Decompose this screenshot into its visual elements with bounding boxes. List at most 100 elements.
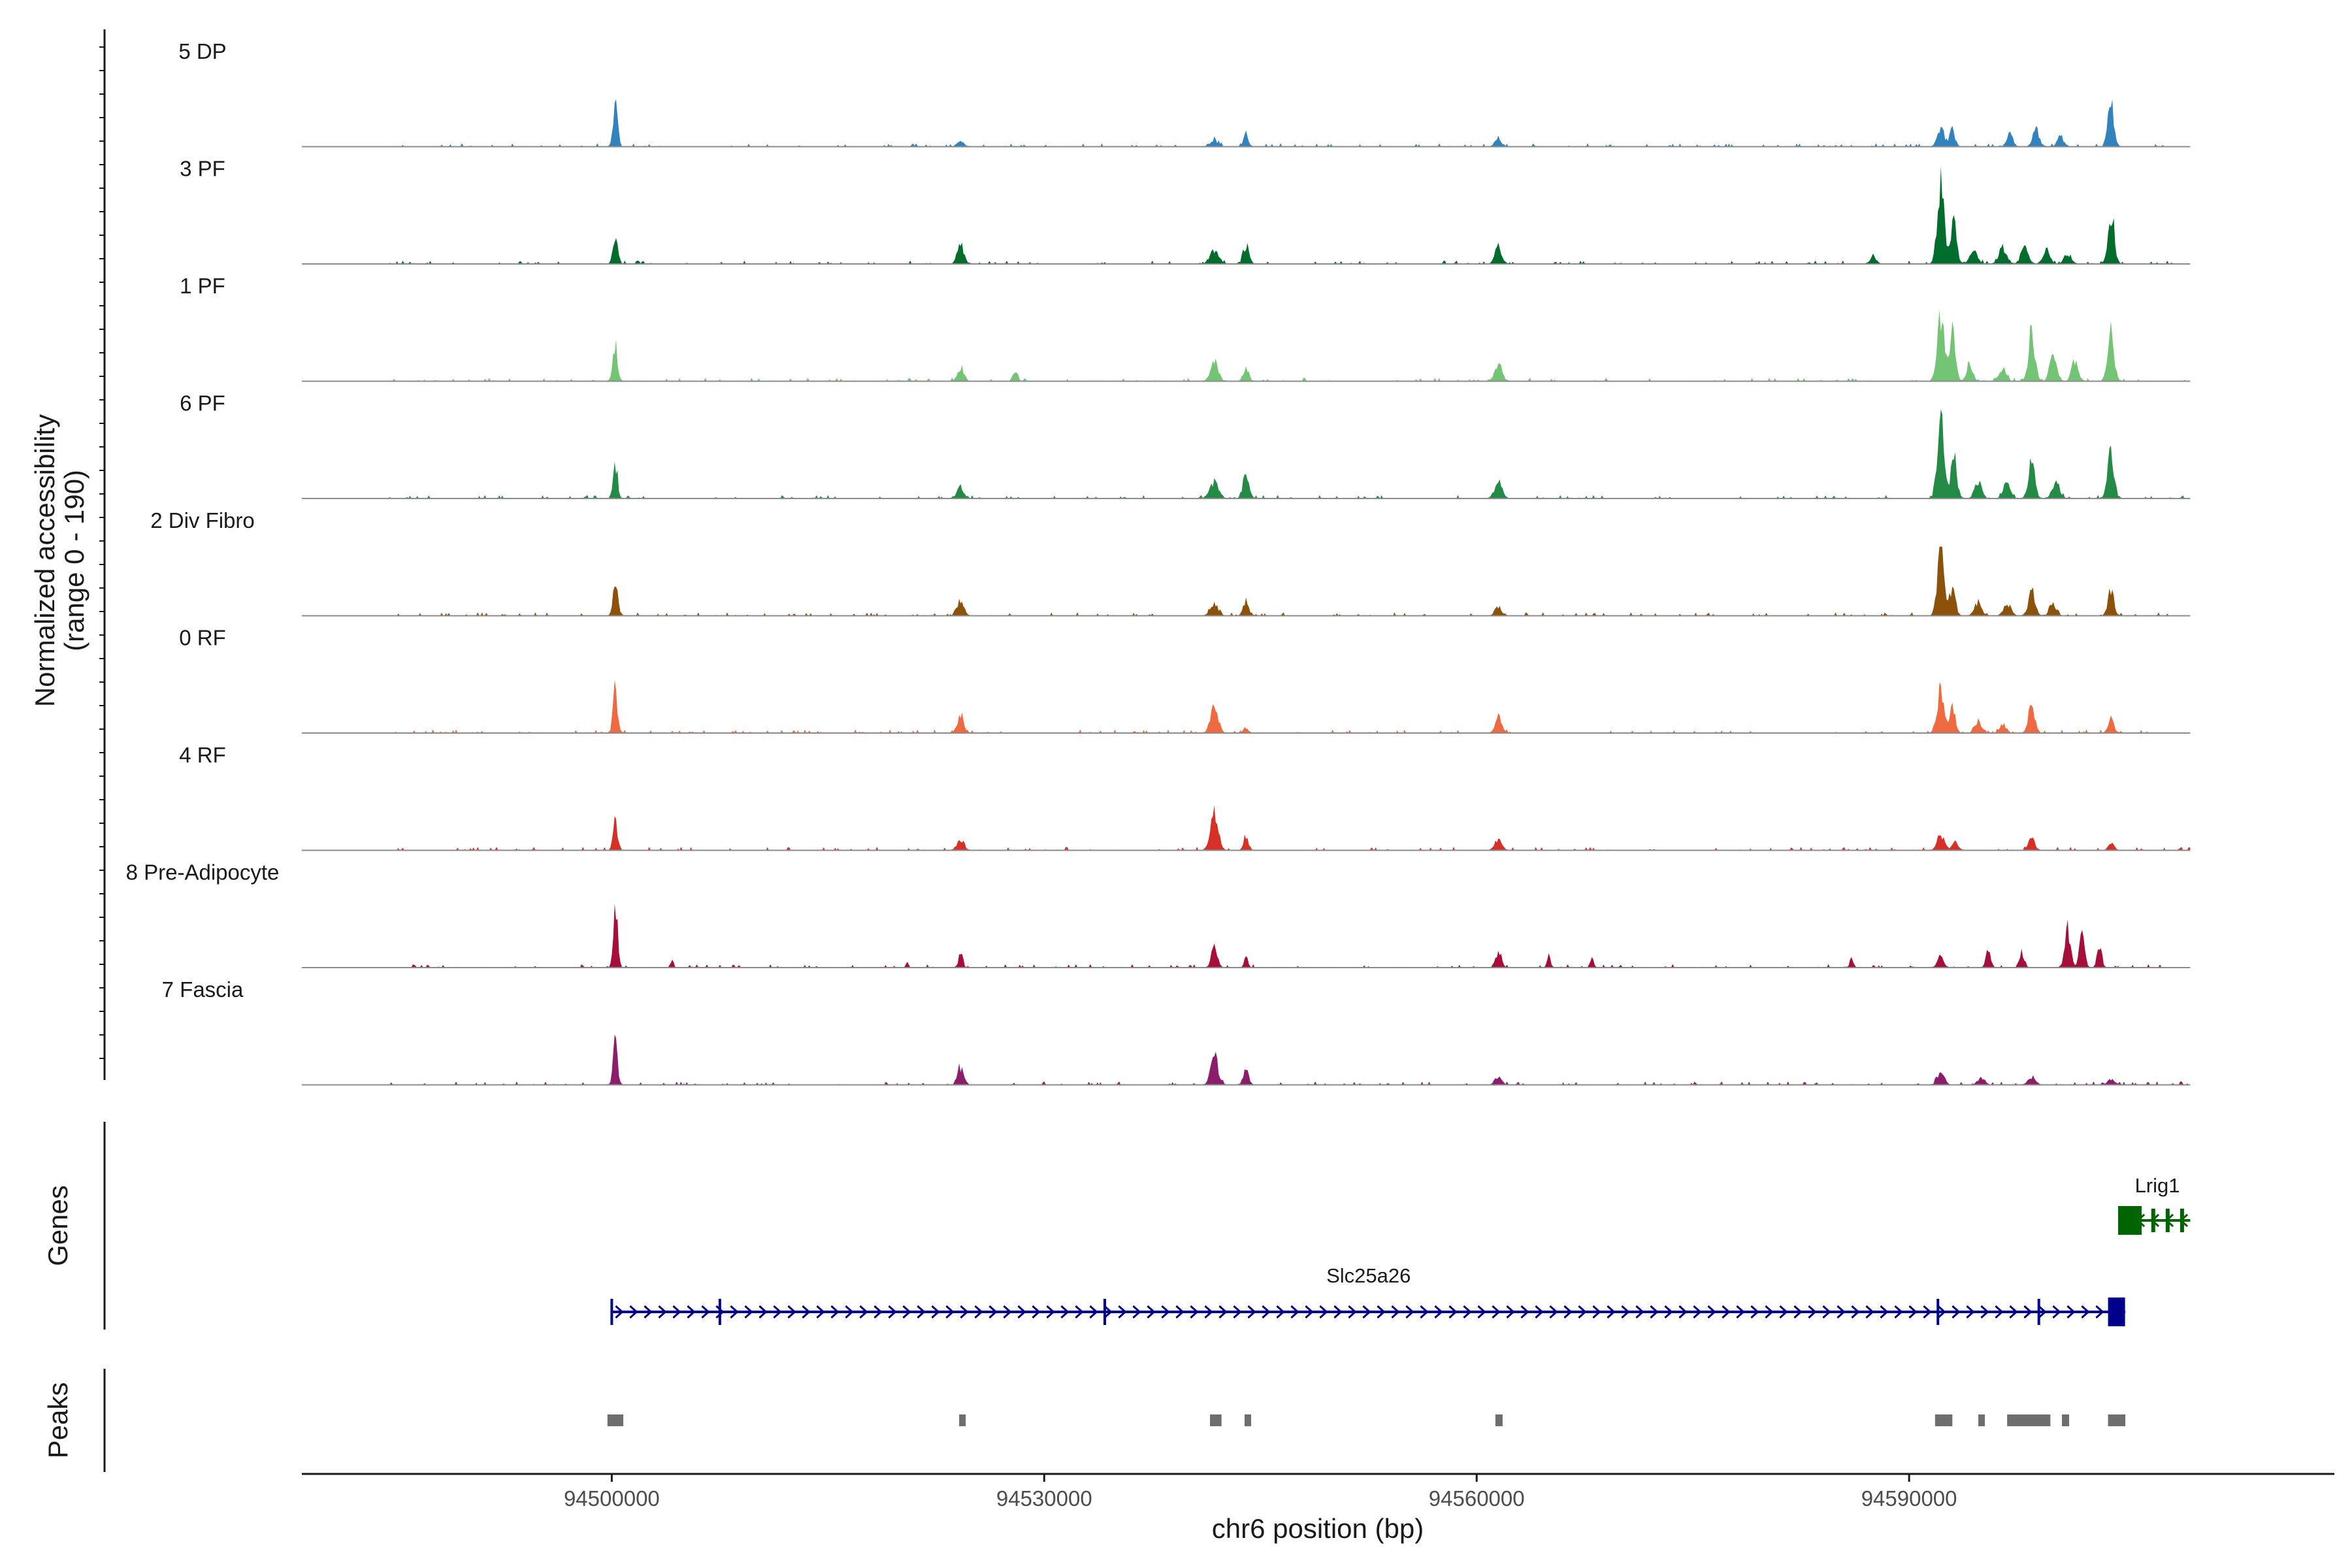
track-label: 5 DP — [178, 39, 226, 63]
track-signal-area — [388, 1034, 2191, 1085]
gene-lrig1: Lrig1 — [2118, 1174, 2191, 1235]
strand-arrow — [1233, 1305, 1242, 1319]
strand-arrow — [687, 1305, 696, 1319]
track-5-dp: 5 DP — [178, 39, 2191, 148]
strand-arrow — [1923, 1305, 1932, 1319]
strand-arrow — [730, 1305, 739, 1319]
strand-arrow — [1506, 1305, 1515, 1319]
exon — [2151, 1209, 2155, 1232]
track-6-pf: 6 PF — [180, 391, 2191, 499]
strand-arrow — [1333, 1305, 1343, 1319]
strand-arrow — [1420, 1305, 1429, 1319]
strand-arrow — [888, 1305, 897, 1319]
strand-arrow — [1046, 1305, 1055, 1319]
strand-arrow — [1348, 1305, 1357, 1319]
strand-arrow — [1894, 1305, 1903, 1319]
strand-arrow — [773, 1305, 782, 1319]
strand-arrow — [615, 1305, 624, 1319]
gene-annotations: Lrig1 Slc25a26 — [610, 1174, 2191, 1326]
strand-arrow — [672, 1305, 681, 1319]
y-axis-title-line2: (range 0 - 190) — [59, 470, 90, 651]
strand-arrow — [1765, 1305, 1774, 1319]
strand-arrow — [1880, 1305, 1889, 1319]
strand-arrow — [1147, 1305, 1156, 1319]
strand-arrow — [1319, 1305, 1328, 1319]
strand-arrow — [1650, 1305, 1659, 1319]
track-signal-area — [388, 166, 2191, 264]
strand-arrow — [1793, 1305, 1803, 1319]
x-axis-title: chr6 position (bp) — [1212, 1513, 1424, 1544]
track-signal-area — [388, 805, 2191, 851]
track-label: 7 Fascia — [162, 977, 244, 1002]
track-signal-area — [388, 679, 2191, 733]
track-signal-area — [388, 409, 2191, 498]
strand-arrow — [1362, 1305, 1371, 1319]
strand-arrow — [1635, 1305, 1644, 1319]
strand-arrow — [2095, 1305, 2104, 1319]
strand-arrow — [1678, 1305, 1688, 1319]
strand-arrow — [816, 1305, 825, 1319]
gene-label: Slc25a26 — [1326, 1264, 1411, 1287]
strand-arrow — [1736, 1305, 1745, 1319]
strand-arrow — [931, 1305, 940, 1319]
track-label: 3 PF — [180, 157, 225, 181]
gene-label: Lrig1 — [2135, 1174, 2180, 1197]
track-2-div-fibro: 2 Div Fibro — [150, 508, 2191, 617]
strand-arrow — [1247, 1305, 1256, 1319]
strand-arrow — [1563, 1305, 1573, 1319]
strand-arrow — [874, 1305, 883, 1319]
exon — [2108, 1298, 2125, 1326]
strand-arrow — [830, 1305, 840, 1319]
peak-region — [1935, 1414, 1953, 1426]
track-label: 2 Div Fibro — [150, 508, 255, 532]
coverage-y-ticks — [99, 46, 105, 1059]
strand-arrow — [1377, 1305, 1386, 1319]
strand-arrow — [1190, 1305, 1199, 1319]
peaks-panel-title: Peaks — [42, 1382, 73, 1459]
track-signal-area — [388, 904, 2191, 968]
gene-slc25a26: Slc25a26 — [610, 1264, 2126, 1326]
x-tick-label: 94530000 — [996, 1486, 1092, 1511]
strand-arrow — [1621, 1305, 1630, 1319]
strand-arrow — [1032, 1305, 1041, 1319]
strand-arrow — [1492, 1305, 1501, 1319]
exon — [718, 1299, 721, 1325]
track-label: 8 Pre-Adipocyte — [126, 860, 280, 885]
peak-region — [2108, 1414, 2126, 1426]
strand-arrow — [2009, 1305, 2018, 1319]
strand-arrow — [1707, 1305, 1716, 1319]
peak-regions — [607, 1414, 2126, 1426]
strand-arrow — [2038, 1305, 2047, 1319]
peak-region — [2007, 1414, 2051, 1426]
track-4-rf: 4 RF — [179, 743, 2191, 851]
strand-arrow — [974, 1305, 983, 1319]
strand-arrow — [701, 1305, 710, 1319]
track-label: 6 PF — [180, 391, 225, 416]
strand-arrow — [715, 1305, 725, 1319]
exon — [2180, 1209, 2184, 1232]
strand-arrow — [1952, 1305, 1961, 1319]
strand-arrow — [988, 1305, 998, 1319]
strand-arrow — [1750, 1305, 1759, 1319]
strand-arrow — [1693, 1305, 1702, 1319]
strand-arrow — [658, 1305, 667, 1319]
strand-arrow — [1966, 1305, 1975, 1319]
strand-arrow — [1995, 1305, 2004, 1319]
strand-arrow — [1003, 1305, 1012, 1319]
strand-arrow — [1391, 1305, 1400, 1319]
strand-arrow — [1607, 1305, 1616, 1319]
strand-arrow — [1837, 1305, 1846, 1319]
strand-arrow — [759, 1305, 768, 1319]
strand-arrow — [1434, 1305, 1443, 1319]
exon — [2165, 1209, 2170, 1232]
strand-arrow — [1276, 1305, 1285, 1319]
strand-arrow — [1175, 1305, 1184, 1319]
strand-arrow — [2052, 1305, 2061, 1319]
strand-arrow — [1089, 1305, 1098, 1319]
track-0-rf: 0 RF — [179, 626, 2191, 734]
strand-arrow — [917, 1305, 926, 1319]
strand-arrow — [1520, 1305, 1529, 1319]
strand-arrow — [1851, 1305, 1860, 1319]
peak-region — [959, 1414, 966, 1426]
